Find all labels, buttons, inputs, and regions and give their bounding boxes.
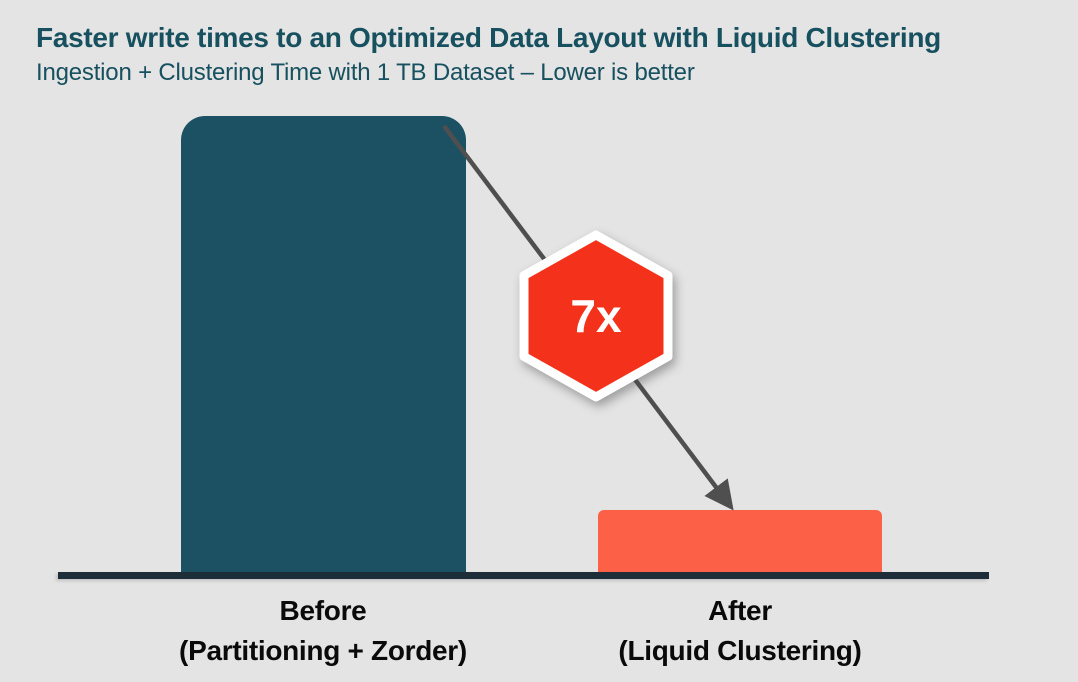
chart-title: Faster write times to an Optimized Data … (36, 22, 941, 53)
chart-header: Faster write times to an Optimized Data … (36, 21, 1056, 88)
x-label-before: Before (Partitioning + Zorder) (140, 591, 506, 671)
x-label-after-line1: After (708, 595, 772, 626)
speedup-badge-text: 7x (570, 290, 622, 342)
x-label-before-line2: (Partitioning + Zorder) (179, 635, 467, 666)
x-label-before-line1: Before (279, 595, 367, 626)
x-axis-baseline (58, 572, 989, 579)
x-label-after-line2: (Liquid Clustering) (618, 635, 862, 666)
chart-subtitle: Ingestion + Clustering Time with 1 TB Da… (36, 59, 695, 86)
x-label-after: After (Liquid Clustering) (557, 591, 923, 671)
bar-after-liquid-clustering (598, 510, 882, 576)
bar-before-partitioning-zorder (181, 116, 466, 576)
